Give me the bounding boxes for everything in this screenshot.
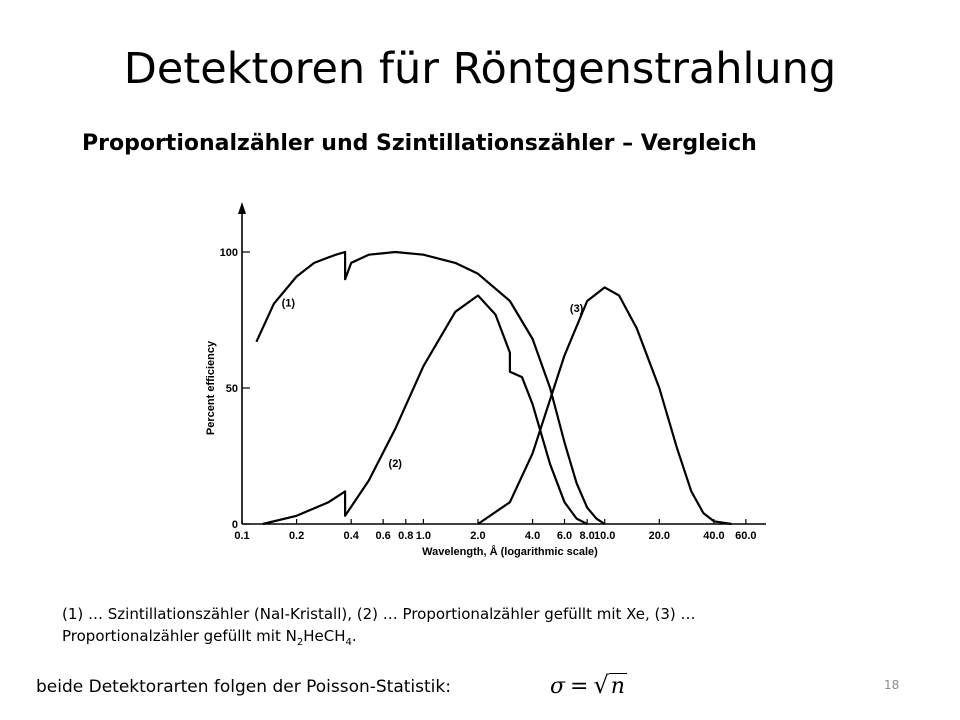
series-line-2 [262, 294, 588, 526]
caption-subscript-4: 4 [345, 637, 352, 648]
formula-equals: = [570, 674, 589, 699]
series-line-1 [255, 250, 606, 525]
x-tick-label: 0.1 [234, 530, 249, 542]
caption-subscript-2: 2 [296, 637, 304, 648]
slide-number: 18 [884, 678, 900, 692]
formula-sqrt-symbol: √ [593, 671, 609, 699]
y-axis-label: Percent efficiency [205, 340, 217, 435]
chart-background [196, 196, 780, 566]
x-tick-label: 10.0 [594, 530, 615, 542]
x-tick-label: 0.4 [344, 530, 360, 542]
x-tick-label: 60.0 [735, 530, 756, 542]
slide-subtitle: Proportionalzähler und Szintillationszäh… [82, 131, 757, 156]
y-tick-label: 0 [232, 519, 238, 531]
series-line-3 [477, 286, 732, 526]
poisson-formula: σ = √n [550, 671, 627, 699]
x-tick-label: 0.2 [289, 530, 304, 542]
poisson-statement: beide Detektorarten folgen der Poisson-S… [36, 677, 451, 697]
x-tick-label: 20.0 [649, 530, 670, 542]
x-axis-label: Wavelength, Å (logarithmic scale) [422, 545, 598, 558]
series-annotation-3: (3) [570, 303, 584, 315]
y-tick-label: 50 [226, 383, 238, 395]
series-group [255, 250, 732, 526]
efficiency-figure: 0.1 0.2 0.4 0.6 0.8 1.0 2.0 4.0 6.0 8.0 10.0 20.0 40… [196, 196, 780, 566]
caption-line-2-mid: HeCH [303, 627, 346, 645]
series-annotation-1: (1) [282, 297, 296, 309]
x-tick-label: 6.0 [557, 530, 572, 542]
x-tick-label: 2.0 [470, 530, 485, 542]
formula-radicand: n [608, 673, 627, 699]
x-tick-label: 0.8 [398, 530, 413, 542]
x-tick-label: 1.0 [416, 530, 431, 542]
caption-line-2-suffix: . [351, 627, 357, 645]
series-annotation-2: (2) [389, 458, 403, 470]
efficiency-chart: 0.1 0.2 0.4 0.6 0.8 1.0 2.0 4.0 6.0 8.0 10.0 20.0 40… [196, 196, 780, 566]
figure-caption: (1) … Szintillationszähler (NaI-Kristall… [62, 603, 802, 654]
x-tick-label: 0.6 [375, 530, 390, 542]
annotation-group: (1) (2) (3) [282, 297, 584, 469]
slide-title: Detektoren für Röntgenstrahlung [123, 44, 837, 94]
y-tick-label: 100 [220, 247, 238, 259]
y-axis-arrowhead [238, 202, 246, 214]
x-tick-label: 40.0 [703, 530, 724, 542]
caption-line-2-prefix: Proportionalzähler gefüllt mit N [62, 627, 297, 645]
formula-sigma: σ [550, 674, 566, 699]
x-tick-label: 4.0 [525, 530, 540, 542]
x-tick-label: 8.0 [580, 530, 595, 542]
caption-line-1: (1) … Szintillationszähler (NaI-Kristall… [62, 605, 696, 623]
x-tick-group: 0.1 0.2 0.4 0.6 0.8 1.0 2.0 4.0 6.0 8.0 10.0 20.0 40… [234, 519, 757, 542]
y-tick-group: 0 50 100 [220, 247, 250, 531]
